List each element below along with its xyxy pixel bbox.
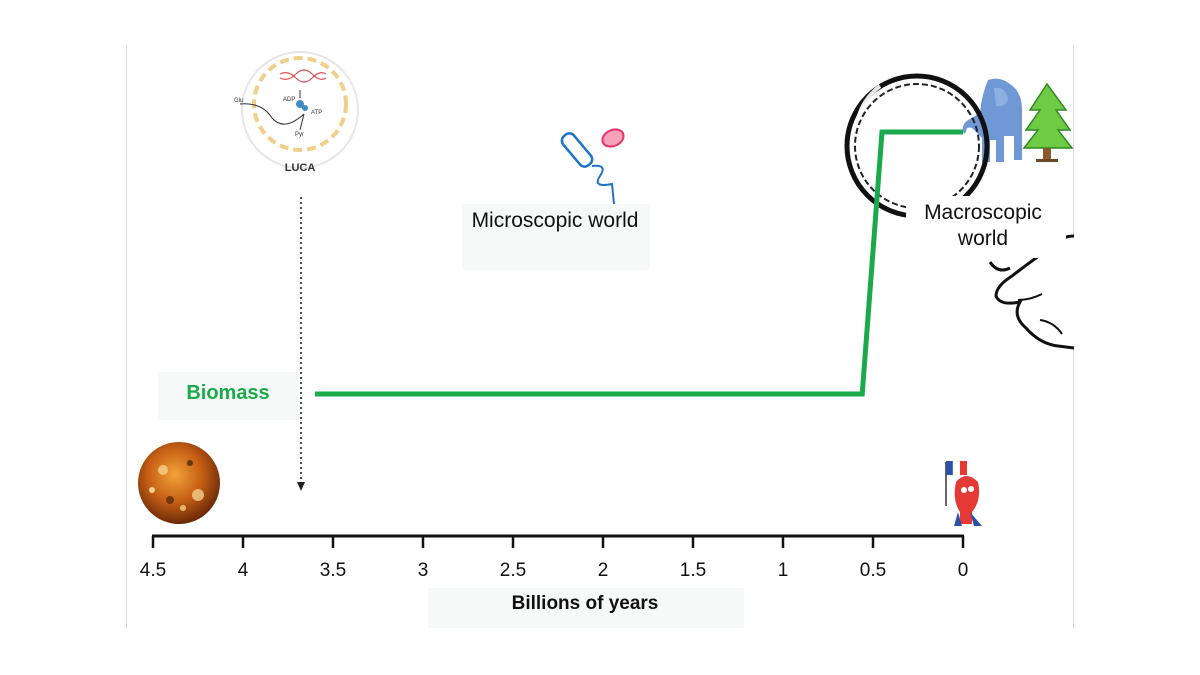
luca-pyr-label: Pyr <box>295 132 304 138</box>
mascot-flag-icon <box>945 460 982 526</box>
slide-left-edge <box>126 46 127 628</box>
x-axis-title: Billions of years <box>511 593 659 614</box>
x-axis-tick-label: 0 <box>958 560 969 581</box>
x-axis-tick-label: 1 <box>778 560 789 581</box>
biomass-label: Biomass <box>186 382 270 404</box>
x-axis-tick-label: 2.5 <box>500 560 526 581</box>
luca-glu-label: Glu <box>234 98 243 104</box>
biomass-curve <box>315 129 963 397</box>
magnifying-glass-icon <box>844 73 990 219</box>
tree-icon <box>1022 82 1074 162</box>
micro-label-backdrop <box>462 204 650 270</box>
x-axis-tick-label: 2 <box>598 560 609 581</box>
luca-label: LUCA <box>284 162 316 174</box>
macroscopic-world-label: Macroscopic world <box>924 201 1042 250</box>
x-axis-tick-label: 4 <box>238 560 249 581</box>
axis-title-backdrop <box>428 588 744 628</box>
luca-dotted-arrow <box>297 197 305 491</box>
luca-adp-label: ADP <box>283 97 295 103</box>
bacterium-icon <box>560 128 625 205</box>
macro-label-backdrop <box>906 196 1066 258</box>
elephant-icon <box>962 78 1022 162</box>
luca-atp-label: ATP <box>311 110 322 116</box>
x-axis-tick-label: 3.5 <box>320 560 346 581</box>
x-axis-tick-label: 1.5 <box>680 560 706 581</box>
x-axis-tick-label: 4.5 <box>140 560 166 581</box>
early-earth-icon <box>138 442 220 524</box>
x-axis: 4.5 4 3.5 3 2.5 2 1.5 1 0.5 0 <box>140 534 969 581</box>
biomass-label-backdrop <box>158 372 298 420</box>
luca-cell-icon <box>239 51 359 169</box>
x-axis-tick-label: 3 <box>418 560 429 581</box>
x-axis-tick-label: 0.5 <box>860 560 886 581</box>
microscopic-world-label: Microscopic world <box>471 209 639 232</box>
